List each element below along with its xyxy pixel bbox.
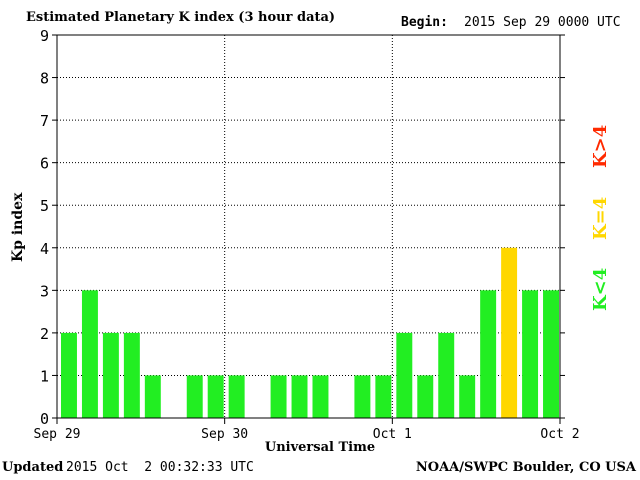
y-tick-label: 0 [40,410,49,428]
kp-bar [396,332,413,418]
y-tick-label: 9 [40,27,49,45]
kp-bar [438,332,455,418]
y-tick-label: 1 [40,367,49,385]
kp-bar [459,375,476,418]
x-tick-label: Oct 1 [373,427,412,442]
y-tick-label: 7 [40,112,49,130]
kp-bar [102,332,119,418]
x-tick-label: Sep 29 [34,427,81,442]
kp-bar [417,375,434,418]
kp-bar [522,290,539,418]
y-tick-label: 3 [40,282,49,300]
begin-value: 2015 Sep 29 0000 UTC [464,15,621,30]
credit-text: NOAA/SWPC Boulder, CO USA [415,460,636,475]
chart-title: Estimated Planetary K index (3 hour data… [26,10,336,25]
kp-bar [270,375,287,418]
kp-bar [61,332,77,418]
x-tick-label: Sep 30 [201,427,248,442]
kp-bar [312,375,329,418]
plot-frame [56,34,561,419]
begin-label: Begin: [401,15,448,30]
kp-bar [186,375,203,418]
updated-label: Updated [2,460,64,475]
legend-below-4: K<4 [590,267,611,311]
updated-value: 2015 Oct 2 00:32:33 UTC [66,460,254,475]
kp-bar [291,375,308,418]
kp-bar [228,375,245,418]
x-tick-label: Oct 2 [540,427,579,442]
legend-above-4: K>4 [590,124,611,168]
kp-bar [375,375,392,418]
kp-bar [144,375,161,418]
kp-bar [354,375,371,418]
y-axis-label: Kp index [10,192,26,262]
kp-bar [480,290,497,418]
kp-bar [207,375,224,418]
y-tick-label: 2 [40,325,49,343]
y-tick-label: 6 [40,155,49,173]
kp-bar [123,332,140,418]
y-tick-label: 5 [40,197,49,215]
kp-bar [81,290,98,418]
y-tick-label: 4 [40,240,49,258]
x-axis-label: Universal Time [264,440,376,455]
kp-bar [543,290,559,418]
y-tick-label: 8 [40,70,49,88]
legend-equal-4: K=4 [590,196,611,240]
kp-bar [501,247,518,418]
